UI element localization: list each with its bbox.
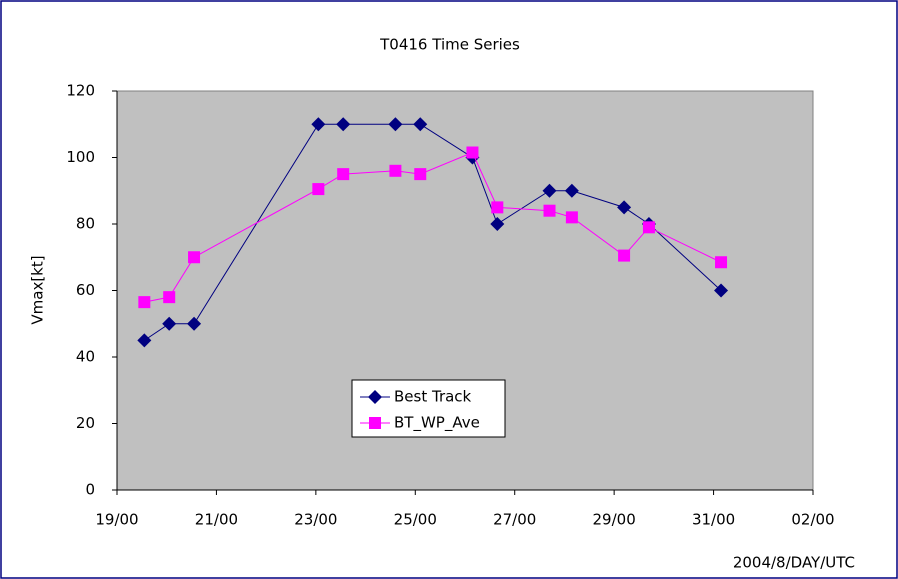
data-point bbox=[311, 117, 326, 132]
data-point bbox=[138, 296, 151, 309]
data-point bbox=[714, 283, 729, 298]
data-point bbox=[414, 168, 427, 181]
x-tick-label: 27/00 bbox=[493, 511, 536, 529]
y-tick-label: 60 bbox=[76, 281, 95, 299]
x-tick-label: 25/00 bbox=[394, 511, 437, 529]
data-point bbox=[413, 117, 428, 132]
data-point bbox=[188, 251, 201, 264]
y-tick-label: 120 bbox=[66, 82, 95, 100]
series-line bbox=[144, 151, 722, 303]
y-tick-label: 100 bbox=[66, 148, 95, 166]
data-point bbox=[389, 164, 402, 177]
x-axis-label: 2004/8/DAY/UTC bbox=[733, 554, 855, 572]
x-tick-label: 29/00 bbox=[593, 511, 636, 529]
data-point bbox=[715, 256, 728, 269]
legend-marker bbox=[368, 390, 382, 404]
x-tick-label: 31/00 bbox=[692, 511, 735, 529]
data-point bbox=[336, 117, 351, 132]
y-tick-label: 0 bbox=[85, 481, 95, 499]
x-tick-label: 02/00 bbox=[791, 511, 834, 529]
series-line bbox=[144, 123, 722, 341]
legend: Best Track BT_WP_Ave bbox=[351, 379, 506, 438]
y-tick-label: 20 bbox=[76, 414, 95, 432]
data-point bbox=[490, 217, 505, 231]
x-tick-label: 23/00 bbox=[294, 511, 337, 529]
data-point bbox=[162, 316, 177, 331]
data-point bbox=[542, 183, 557, 198]
data-point bbox=[466, 146, 479, 159]
data-point bbox=[564, 183, 579, 198]
x-tick-label: 21/00 bbox=[195, 511, 238, 529]
data-point bbox=[491, 201, 504, 214]
data-point bbox=[642, 221, 655, 234]
data-point bbox=[163, 291, 176, 304]
data-point bbox=[312, 183, 325, 196]
data-point bbox=[187, 316, 202, 331]
data-point bbox=[543, 204, 556, 217]
y-tick-label: 40 bbox=[76, 348, 95, 366]
chart-title: T0416 Time Series bbox=[379, 36, 520, 54]
x-tick-label: 19/00 bbox=[95, 511, 138, 529]
y-axis-label: Vmax[kt] bbox=[29, 255, 47, 324]
legend-label: Best Track bbox=[394, 388, 472, 406]
data-point bbox=[137, 333, 152, 348]
legend-marker bbox=[369, 417, 381, 429]
data-point bbox=[388, 117, 403, 132]
legend-label: BT_WP_Ave bbox=[394, 414, 480, 433]
y-tick-label: 80 bbox=[76, 215, 95, 233]
data-point bbox=[617, 200, 632, 215]
data-point bbox=[565, 211, 578, 224]
data-point bbox=[618, 249, 631, 262]
data-point bbox=[337, 168, 350, 181]
